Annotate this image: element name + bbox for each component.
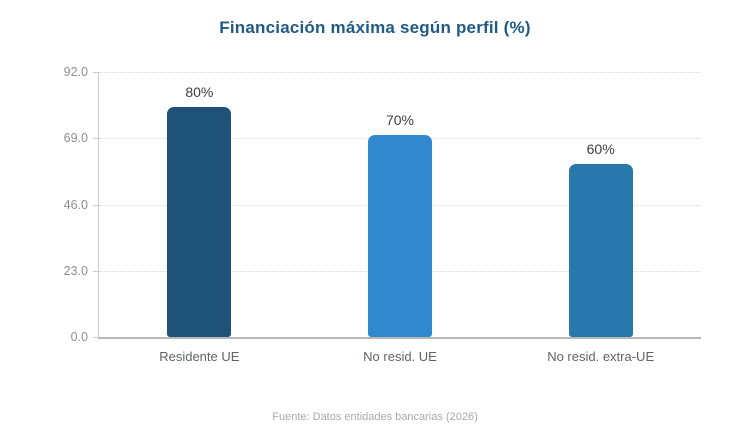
bar-3	[568, 164, 633, 337]
y-tick-label: 46.0	[63, 197, 88, 212]
y-gridline	[99, 72, 701, 73]
y-tick-label: 23.0	[63, 263, 88, 278]
bar-2	[368, 135, 432, 337]
source-note: Fuente: Datos entidades bancarias (2026)	[272, 411, 478, 423]
bar-value-label: 60%	[586, 141, 615, 158]
y-tick-mark	[93, 270, 99, 272]
chart-title: Financiación máxima según perfil (%)	[219, 18, 531, 37]
y-tick-label: 69.0	[63, 131, 88, 146]
y-tick-mark	[93, 72, 99, 73]
bar-value-label: 80%	[185, 83, 214, 100]
bar-value-label: 70%	[385, 112, 415, 129]
x-category-label: Residente UE	[159, 349, 240, 364]
y-tick-mark	[93, 204, 99, 206]
plot-area: 0.0 23.0 46.0 69.0 92.0 80% Residente UE 70% No …	[64, 65, 701, 364]
x-category-label: No resid. extra-UE	[547, 349, 655, 364]
y-tick-mark	[93, 138, 99, 140]
x-category-label: No resid. UE	[363, 349, 437, 364]
y-tick-label: 92.0	[63, 65, 88, 79]
bar-1	[167, 106, 232, 337]
y-tick-label: 0.0	[70, 330, 88, 344]
y-tick-mark	[93, 337, 99, 338]
